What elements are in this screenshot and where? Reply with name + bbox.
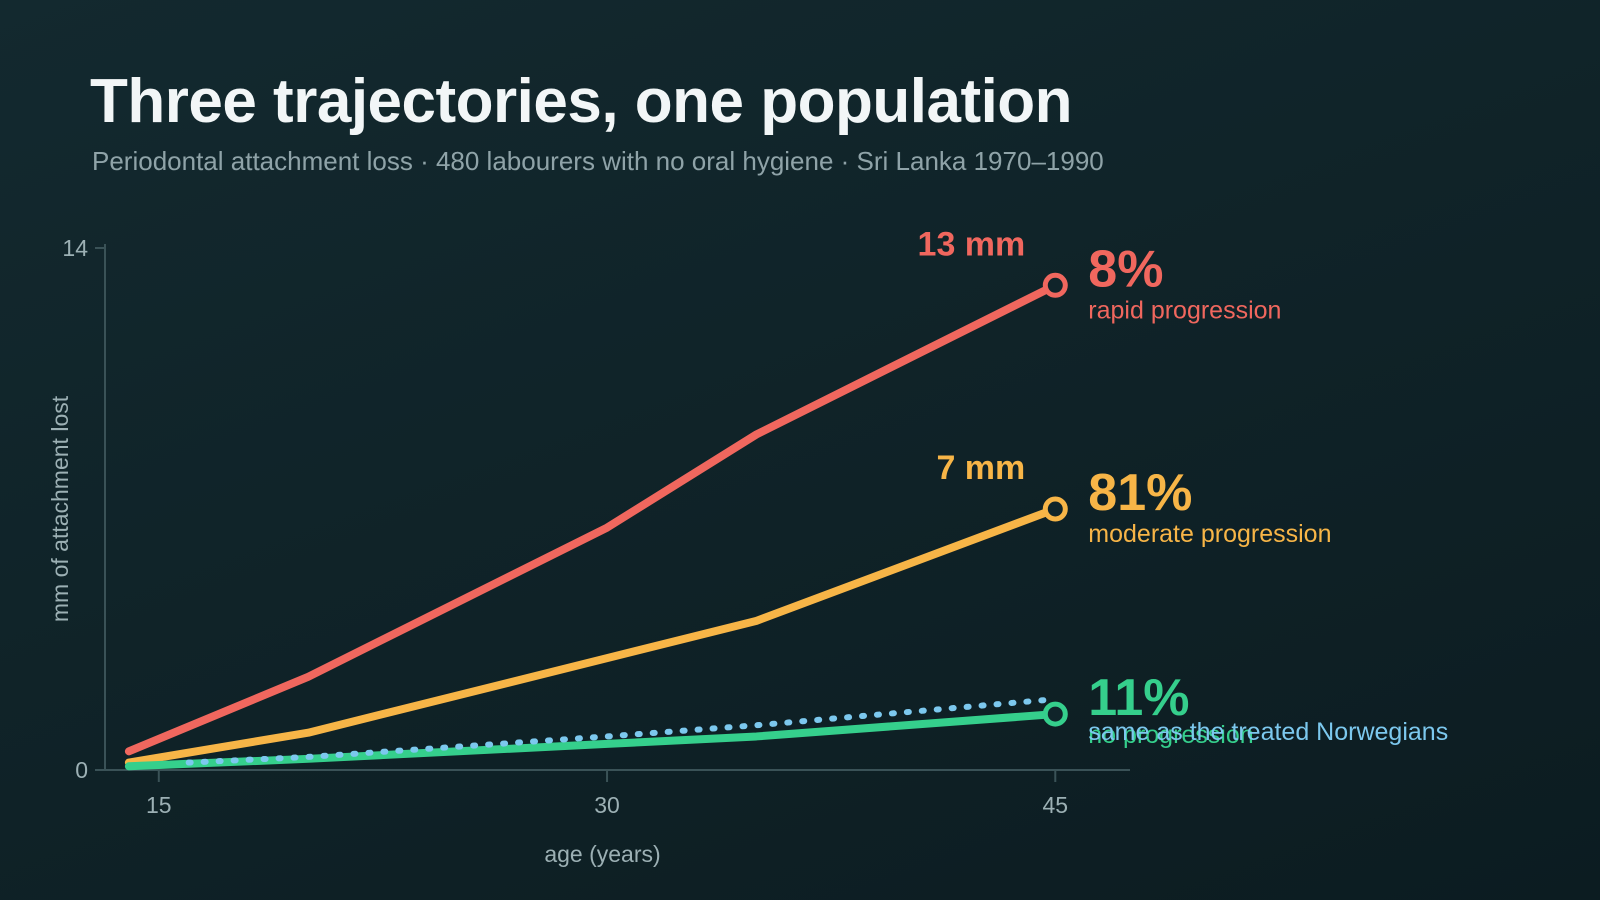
x-tick-label: 45 <box>1042 792 1068 818</box>
chart-axes: 15 30 45 0 14 age (years) mm of attachment los… <box>47 235 1130 867</box>
series-line-rapid <box>124 281 1060 756</box>
endpoint-marker-moderate <box>1042 496 1068 522</box>
chart-labels: 13 mm 8% 7 mm 81% 11% rapid progression modera… <box>918 225 1449 749</box>
share-label-none: 11% <box>1088 669 1189 727</box>
y-tick-label: 14 <box>62 235 88 261</box>
endpoint-marker-rapid <box>1042 272 1068 298</box>
series-line-norwegians <box>185 696 1059 766</box>
group-label-norwegians: same as the treated Norwegians <box>1088 718 1448 746</box>
share-label-moderate: 81% <box>1088 464 1192 522</box>
series-line-moderate <box>124 505 1060 767</box>
x-tick-label: 15 <box>146 792 172 818</box>
x-tick-label: 30 <box>594 792 620 818</box>
x-axis-title: age (years) <box>544 841 660 867</box>
group-label-rapid: rapid progression <box>1088 296 1281 324</box>
y-tick-label: 0 <box>75 757 88 783</box>
end-value-label-rapid: 13 mm <box>918 225 1026 263</box>
end-value-label-moderate: 7 mm <box>936 449 1025 487</box>
chart-title: Three trajectories, one population <box>90 67 1073 136</box>
y-axis-title: mm of attachment lost <box>47 395 73 622</box>
group-label-none: no progression <box>1088 721 1253 749</box>
chart-subtitle: Periodontal attachment loss · 480 labour… <box>92 146 1104 176</box>
group-label-moderate: moderate progression <box>1088 520 1331 548</box>
chart-series <box>124 272 1068 771</box>
share-label-rapid: 8% <box>1088 240 1163 298</box>
endpoint-marker-none <box>1042 701 1068 727</box>
